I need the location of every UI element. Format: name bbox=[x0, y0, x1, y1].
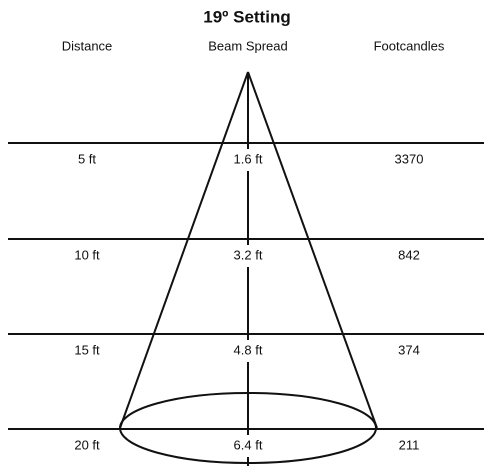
cell: 842 bbox=[398, 247, 420, 262]
cell: 5 ft bbox=[78, 151, 96, 166]
cell: 3370 bbox=[395, 151, 424, 166]
label-gap bbox=[222, 245, 274, 267]
label-gap bbox=[222, 435, 274, 457]
cone-edge bbox=[247, 71, 378, 429]
cell: 211 bbox=[399, 437, 420, 452]
cell: 3.2 ft bbox=[234, 247, 263, 262]
cell: 15 ft bbox=[74, 342, 100, 357]
cell: 1.6 ft bbox=[234, 151, 263, 166]
cell: 6.4 ft bbox=[234, 437, 263, 452]
cell: 4.8 ft bbox=[234, 342, 263, 357]
column-header: Footcandles bbox=[374, 38, 445, 53]
label-gap bbox=[222, 340, 274, 362]
cell: 10 ft bbox=[74, 247, 100, 262]
column-header: Beam Spread bbox=[208, 38, 288, 53]
column-header: Distance bbox=[62, 38, 113, 53]
cell: 374 bbox=[398, 342, 420, 357]
title: 19º Setting bbox=[203, 7, 290, 26]
label-gap bbox=[222, 149, 274, 171]
cell: 20 ft bbox=[74, 437, 100, 452]
cone bbox=[119, 71, 378, 466]
cone-edge bbox=[119, 71, 249, 429]
rows: 5 ft 1.6 ft 3370 10 ft 3.2 ft 842 15 ft 4.8 ft 3… bbox=[8, 142, 484, 457]
